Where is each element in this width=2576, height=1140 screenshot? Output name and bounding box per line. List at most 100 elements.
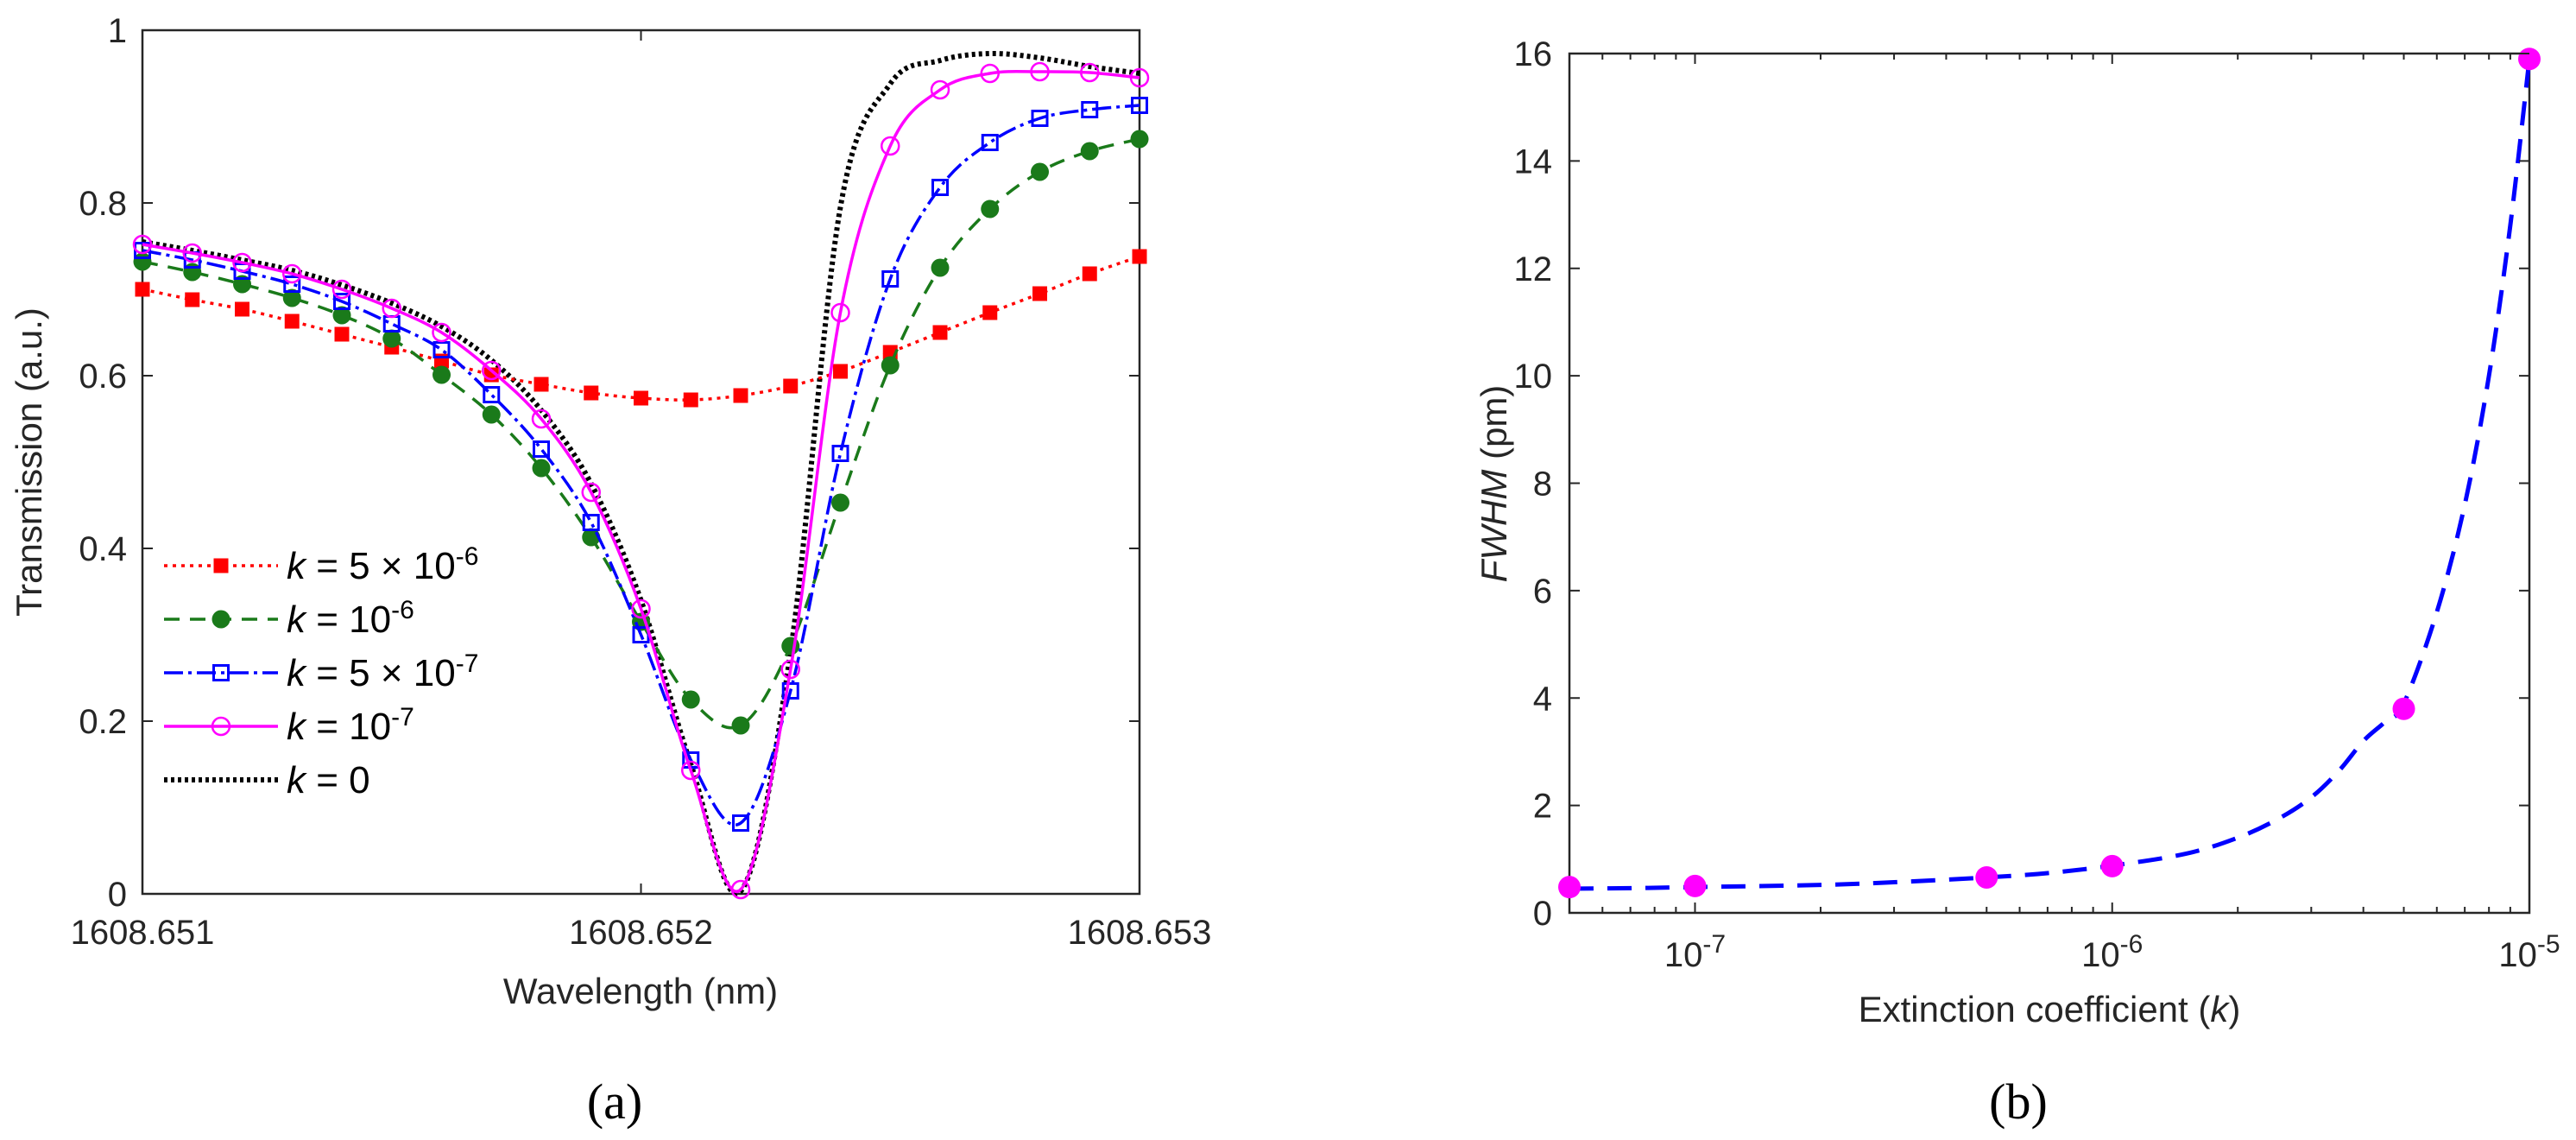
legend-marker <box>213 558 229 573</box>
xlabel-text: Extinction coefficient ( <box>1859 989 2211 1029</box>
panel-a-data-point <box>781 682 799 700</box>
legend-entry-label: k = 10-6 <box>287 596 414 641</box>
panel-b-fit-line <box>1569 58 2532 891</box>
xlabel-suffix: ) <box>2228 989 2240 1029</box>
panel-a-data-point <box>981 134 999 151</box>
panel-a-data-point <box>833 364 848 379</box>
panel-a-data-point <box>881 270 900 288</box>
panel-a-data-point <box>730 879 751 900</box>
panel-b-y-tick-label: 6 <box>1533 573 1552 611</box>
panel-a-label: (a) <box>587 1074 642 1130</box>
panel-a-data-point <box>930 79 950 100</box>
panel-a-data-point <box>681 760 701 781</box>
panel-a-data-point <box>382 298 401 319</box>
panel-a-data-point <box>382 329 401 348</box>
legend-entry-label: k = 5 × 10-6 <box>287 542 478 587</box>
panel-a-data-point <box>780 659 800 680</box>
legend-text-body: = 10 <box>306 706 391 748</box>
legend-marker <box>212 664 230 681</box>
legend-text-body: = 0 <box>306 759 370 801</box>
panel-b-y-tick-label: 16 <box>1514 35 1553 73</box>
panel-a-y-axis-label: Transmission (a.u.) <box>9 307 49 617</box>
legend-k: k <box>287 545 307 587</box>
legend-text-body: = 10 <box>306 598 391 641</box>
panel-a-data-point <box>932 325 948 340</box>
legend-text-body: = 5 × 10 <box>306 545 456 587</box>
panel-a-data-point <box>1132 249 1147 264</box>
panel-a-data-point <box>482 360 502 381</box>
panel-a-data-point <box>781 636 800 656</box>
panel-a-data-point <box>1131 97 1148 114</box>
panel-a-data-point <box>432 341 451 358</box>
panel-a-data-point <box>731 716 750 735</box>
tick-exponent: -6 <box>2120 930 2144 959</box>
panel-a-data-point <box>1031 110 1049 127</box>
panel-a-data-point <box>332 306 351 325</box>
panel-b-data-point <box>2518 48 2541 71</box>
panel-b-data-point <box>1683 874 1707 897</box>
panel-a-data-point <box>732 814 749 832</box>
panel-b-data-point <box>1975 865 1998 889</box>
panel-a-ticks: 0 0.2 0.4 0.6 0.8 1 1608.651 1608.652 1608.653 <box>71 12 1212 952</box>
xlabel-italic: k <box>2210 989 2230 1029</box>
panel-a-data-point <box>135 282 150 297</box>
panel-a-data-point <box>831 445 849 462</box>
panel-a-x-axis-label: Wavelength (nm) <box>503 971 778 1011</box>
tick-base: 10 <box>2081 936 2120 974</box>
panel-a-series-line <box>142 137 1140 730</box>
ylabel-italic: FWHM <box>1474 470 1514 583</box>
panel-a-data-point <box>532 459 551 478</box>
panel-b-y-tick-label: 10 <box>1514 358 1553 396</box>
panel-a-data-point <box>282 263 302 284</box>
panel-a-data-point <box>931 179 949 196</box>
panel-a-series-group <box>132 50 1150 900</box>
panel-a-chart: 0 0.2 0.4 0.6 0.8 1 1608.651 1608.652 1608.653 W… <box>9 12 1211 1130</box>
legend-entry-label: k = 0 <box>287 759 370 801</box>
panel-a-y-tick-label: 0 <box>108 876 127 914</box>
panel-a-data-point <box>483 386 501 403</box>
legend-exponent: -6 <box>456 542 479 571</box>
legend-k: k <box>287 652 307 694</box>
panel-a-data-point <box>1129 67 1150 88</box>
ylabel-text: (pm) <box>1474 385 1514 470</box>
panel-a-series-line <box>142 104 1140 826</box>
panel-a-data-point <box>1080 62 1100 83</box>
legend-exponent: -7 <box>391 703 414 732</box>
panel-a-data-point <box>432 322 451 343</box>
legend-k: k <box>287 598 307 641</box>
panel-a-data-point <box>182 243 202 263</box>
tick-base: 10 <box>1664 936 1703 974</box>
panel-b-y-tick-label: 8 <box>1533 466 1552 504</box>
panel-b-x-tick-label: 10-7 <box>1664 930 1726 974</box>
panel-a-y-tick-label: 1 <box>108 12 127 50</box>
panel-b-data-point <box>1558 876 1581 899</box>
panel-b-data-point <box>2100 854 2124 877</box>
panel-a-data-point <box>282 288 301 307</box>
panel-a-data-point <box>634 390 648 406</box>
panel-b-y-tick-label: 12 <box>1514 250 1553 288</box>
panel-a-data-point <box>981 200 1000 218</box>
panel-a-data-point <box>1130 130 1149 149</box>
panel-a-data-point <box>582 514 600 531</box>
panel-a-data-point <box>881 136 900 156</box>
tick-exponent: -5 <box>2537 930 2560 959</box>
tick-base: 10 <box>2498 936 2537 974</box>
tick-exponent: -7 <box>1702 930 1726 959</box>
panel-a-data-point <box>683 392 698 408</box>
panel-b-x-tick-label: 10-5 <box>2498 930 2560 974</box>
panel-a-data-point <box>931 258 950 277</box>
panel-a-data-point <box>1032 286 1047 301</box>
panel-a-data-point <box>132 234 153 255</box>
panel-a-data-point <box>783 378 799 394</box>
panel-a-x-tick-label: 1608.652 <box>569 914 713 952</box>
panel-a-data-point <box>334 326 350 342</box>
panel-a-axes-box <box>141 28 1141 896</box>
panel-b-x-axis-label: Extinction coefficient (k) <box>1859 989 2241 1029</box>
panel-a-data-point <box>284 314 300 329</box>
panel-a-data-point <box>581 482 601 503</box>
panel-a-data-point <box>1080 142 1099 161</box>
panel-b-y-tick-label: 4 <box>1533 680 1552 718</box>
panel-a-data-point <box>432 365 451 384</box>
